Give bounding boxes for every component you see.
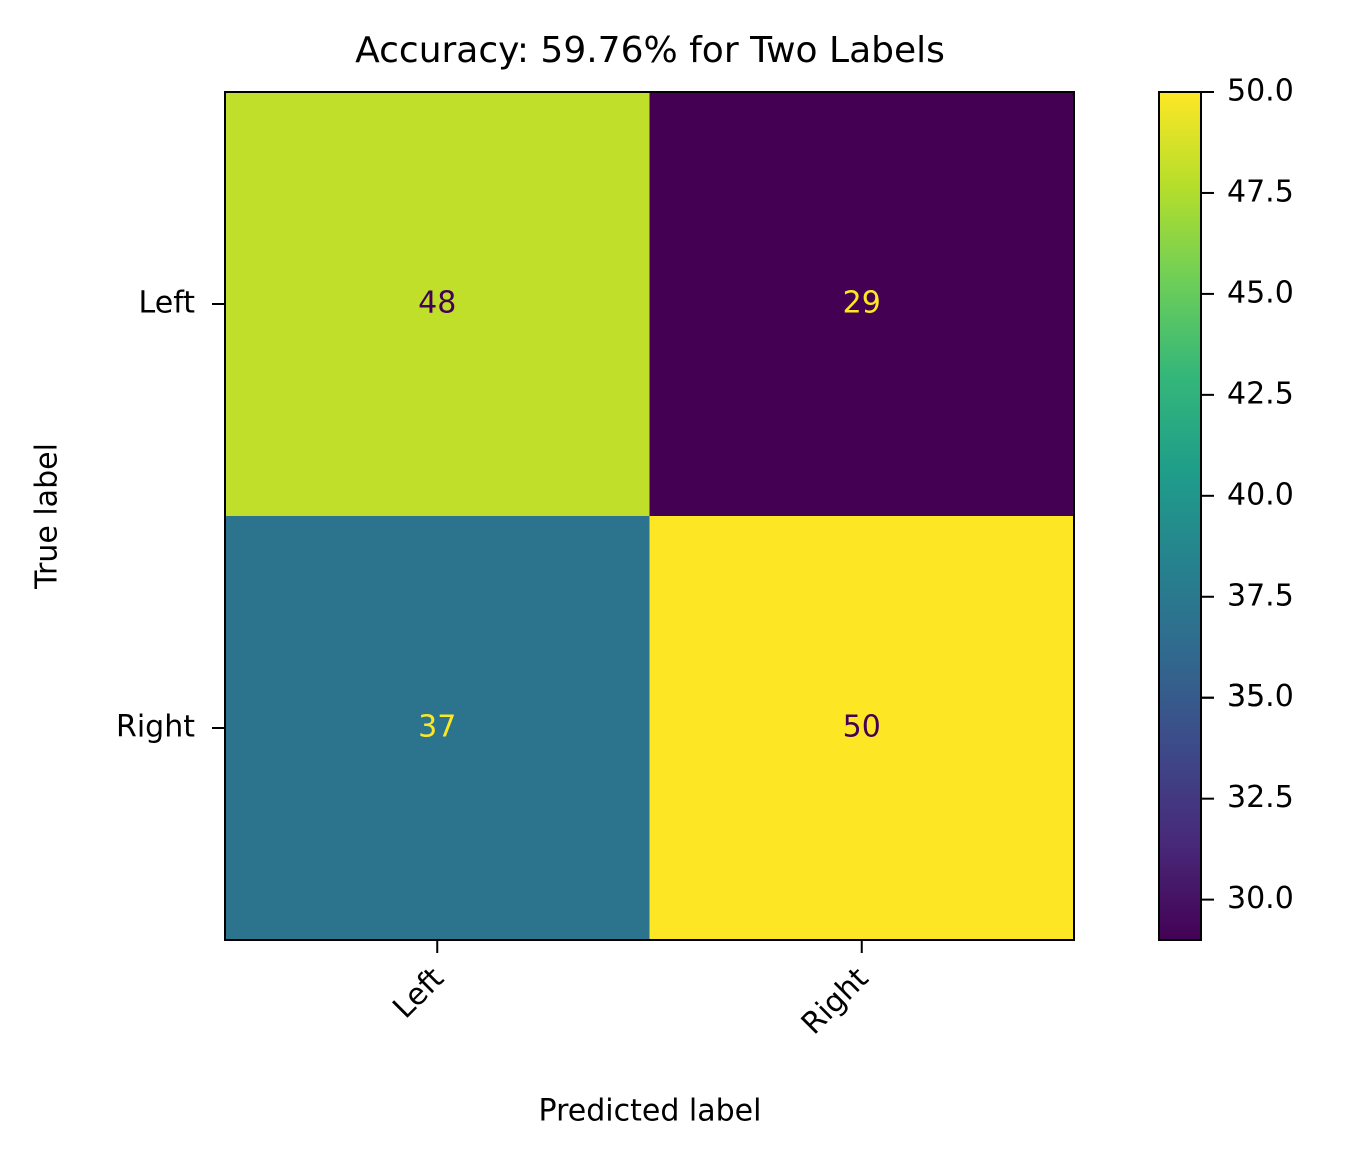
colorbar-tick-label: 35 [1227, 679, 1265, 714]
colorbar-tick-label: 40.0 [1227, 477, 1294, 512]
x-axis-label: Predicted label [539, 1094, 762, 1129]
heatmap-cell [649, 92, 1075, 517]
y-tick-label: Right [116, 710, 195, 745]
heatmap-cell [225, 516, 650, 941]
x-tick-label: Right [795, 961, 876, 1042]
colorbar-tick-label: 42.5 [1227, 376, 1294, 411]
colorbar-tick-label: 37.5 [1227, 578, 1294, 613]
cell-label: 48 [418, 286, 456, 321]
colorbar-tick-label: 35.0 [1227, 679, 1294, 714]
y-tick-label: Left [139, 286, 196, 321]
chart-title: Accuracy: 59.76% for Two Labels [355, 30, 945, 71]
colorbar-tick-label: 47.5 [1227, 174, 1294, 209]
cell-label: 50 [843, 710, 881, 745]
x-tick-label: Left [386, 961, 451, 1026]
heatmap-cell [225, 92, 650, 517]
cell-label: 37 [418, 710, 456, 745]
colorbar-tick-label: 30.0 [1227, 881, 1294, 916]
cell-label: 29 [843, 286, 881, 321]
heatmap-cell [649, 516, 1075, 941]
colorbar-tick-label: 32.5 [1227, 780, 1294, 815]
plot-frame [224, 91, 1075, 941]
colorbar [1158, 91, 1202, 941]
colorbar-tick-label: 45.0 [1227, 275, 1294, 310]
colorbar-tick-label: 50.0 [1227, 74, 1294, 109]
y-axis-label: True label [30, 443, 65, 590]
